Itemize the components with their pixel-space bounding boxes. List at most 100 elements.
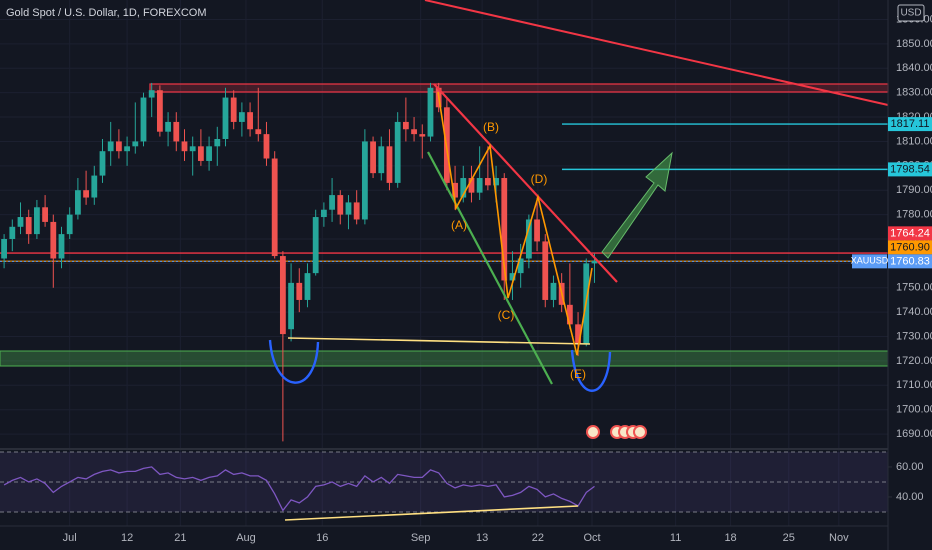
y-tick-label: 1840.00 [896,62,932,74]
candle-body [525,219,532,259]
x-tick-label: 21 [174,532,186,544]
currency-box [897,4,925,22]
rsi-line [3,466,595,512]
wave-label: (D) [531,172,548,186]
candle-body [255,129,262,135]
wave-zigzag [437,91,593,356]
candle-body [91,175,98,198]
price-label-box [888,226,932,241]
candle-body [99,151,106,176]
candle-body [222,97,229,140]
chart-title: Gold Spot / U.S. Dollar, 1D, FOREXCOM [6,7,207,19]
rsi-pane [0,451,892,513]
candle-body [427,87,434,137]
price-label: 1798.54 [890,163,930,175]
candle-body [58,234,65,259]
candle-body [271,158,278,257]
candle-body [394,121,401,183]
x-tick-label: Jul [63,532,77,544]
trend-line [427,151,553,385]
wave-label: (A) [451,218,467,232]
event-icons [586,425,647,439]
x-tick-label: 13 [476,532,488,544]
y-tick-label: 1730.00 [896,330,932,342]
candle-body [509,273,516,281]
grid [0,0,888,526]
candle-body [329,195,335,210]
candle-body [460,178,467,198]
candle-body [345,202,352,215]
candle-body [517,258,524,274]
axes: 1690.00 1700.00 1710.00 1720.00 1730.00 1740.… [63,13,932,544]
candle-body [173,121,180,142]
candle-body [1,238,7,259]
event-icon [586,425,600,439]
x-tick-label: Oct [583,532,600,544]
candle-body [42,207,48,222]
rsi-trend-line [284,505,579,521]
candle-body [296,282,303,300]
resistance-zone [149,83,889,93]
candle-body [386,146,393,183]
candle-body [320,209,327,218]
candle-body [132,141,139,147]
wave-labels: (A) (B) (C) (D) (E) [451,120,586,381]
x-tick-label: 16 [316,532,328,544]
candle-body [124,146,130,152]
x-tick-label: 12 [121,532,133,544]
candle-body [288,282,294,330]
x-tick-label: Sep [411,532,431,544]
candle-body [484,178,491,186]
cup-curve [268,339,320,384]
candle-body [50,221,57,259]
forecast-arrow [601,151,673,259]
price-lines [0,123,888,262]
candle-body [279,256,286,335]
x-tick-label: 25 [783,532,795,544]
y-tick-label: 1710.00 [896,379,932,391]
candle-body [312,217,319,274]
x-tick-label: 22 [532,532,544,544]
support-zone [0,350,889,367]
candle-body [353,202,360,220]
wave-label: (B) [483,120,499,134]
candle-body [304,273,311,300]
candle-body [197,146,204,161]
candle-body [107,141,114,152]
neckline [287,337,591,345]
price-label-box [888,117,932,132]
candle-body [591,260,598,264]
candle-body [247,112,253,130]
candle-body [17,217,24,227]
candle-body [476,178,483,193]
x-tick-label: 11 [670,532,681,544]
y-tick-label: 1850.00 [896,38,932,50]
y-tick-label: 1810.00 [896,135,932,147]
candle-body [542,241,549,300]
candle-body [411,129,417,135]
candle-body [165,121,171,132]
candle-body [74,190,81,215]
symbol-label: XAUUSD [851,256,889,266]
candle-body [66,214,73,235]
y-tick-label: 1700.00 [896,404,932,416]
event-icon [633,425,647,439]
y-tick-label: 1720.00 [896,355,932,367]
candle-body [181,141,188,152]
rsi-tick-label: 60.00 [896,461,924,473]
candle-body [263,134,270,159]
candle-body [206,146,212,161]
cup-curve [570,349,612,392]
trend-line [433,83,618,283]
y-tick-label: 1790.00 [896,184,932,196]
x-tick-label: Nov [829,532,849,544]
candle-body [230,97,237,122]
candle-body [189,146,196,152]
candle-body [25,217,32,235]
price-label: 1764.24 [890,227,930,239]
y-tick-label: 1690.00 [896,428,932,440]
candle-body [33,207,40,235]
drawings [268,0,889,392]
candle-body [115,141,122,152]
